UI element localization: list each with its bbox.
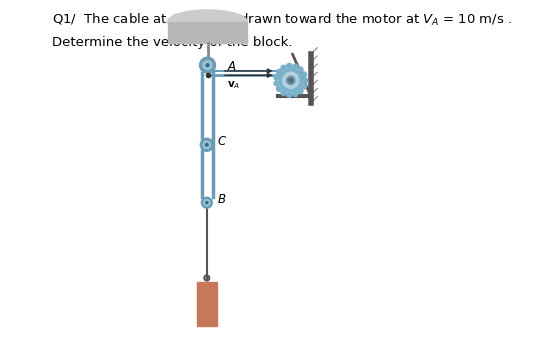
Text: Determine the velocity of the block.: Determine the velocity of the block. [52,36,293,49]
Circle shape [203,61,212,70]
Ellipse shape [168,10,247,34]
Circle shape [302,78,308,83]
Circle shape [287,76,295,84]
Text: $\mathbf{v}_A$: $\mathbf{v}_A$ [228,80,241,91]
Circle shape [293,64,298,69]
Circle shape [206,202,208,204]
Circle shape [298,89,303,94]
Circle shape [287,63,292,68]
Circle shape [204,200,210,206]
Text: Q1/  The cable at $\it{A}$ is being drawn toward the motor at $V_A$ = 10 m/s .: Q1/ The cable at $\it{A}$ is being drawn… [52,11,512,28]
Circle shape [201,138,213,151]
Text: $A$: $A$ [228,59,237,72]
Circle shape [281,65,286,70]
Circle shape [199,57,216,73]
Circle shape [276,69,281,74]
Circle shape [201,197,212,208]
Circle shape [203,141,211,148]
Circle shape [274,75,279,80]
Circle shape [298,67,303,72]
Circle shape [287,92,292,97]
Circle shape [293,92,298,97]
Circle shape [276,87,281,92]
Circle shape [279,69,302,92]
Circle shape [301,72,306,77]
Text: $C$: $C$ [217,135,228,148]
Circle shape [206,143,208,146]
Circle shape [274,81,279,86]
Circle shape [281,90,286,96]
Circle shape [206,64,209,67]
Text: $B$: $B$ [217,193,227,206]
Bar [168,22,247,43]
Circle shape [283,72,299,88]
Circle shape [301,84,306,89]
Bar [197,282,217,326]
Circle shape [289,79,293,82]
